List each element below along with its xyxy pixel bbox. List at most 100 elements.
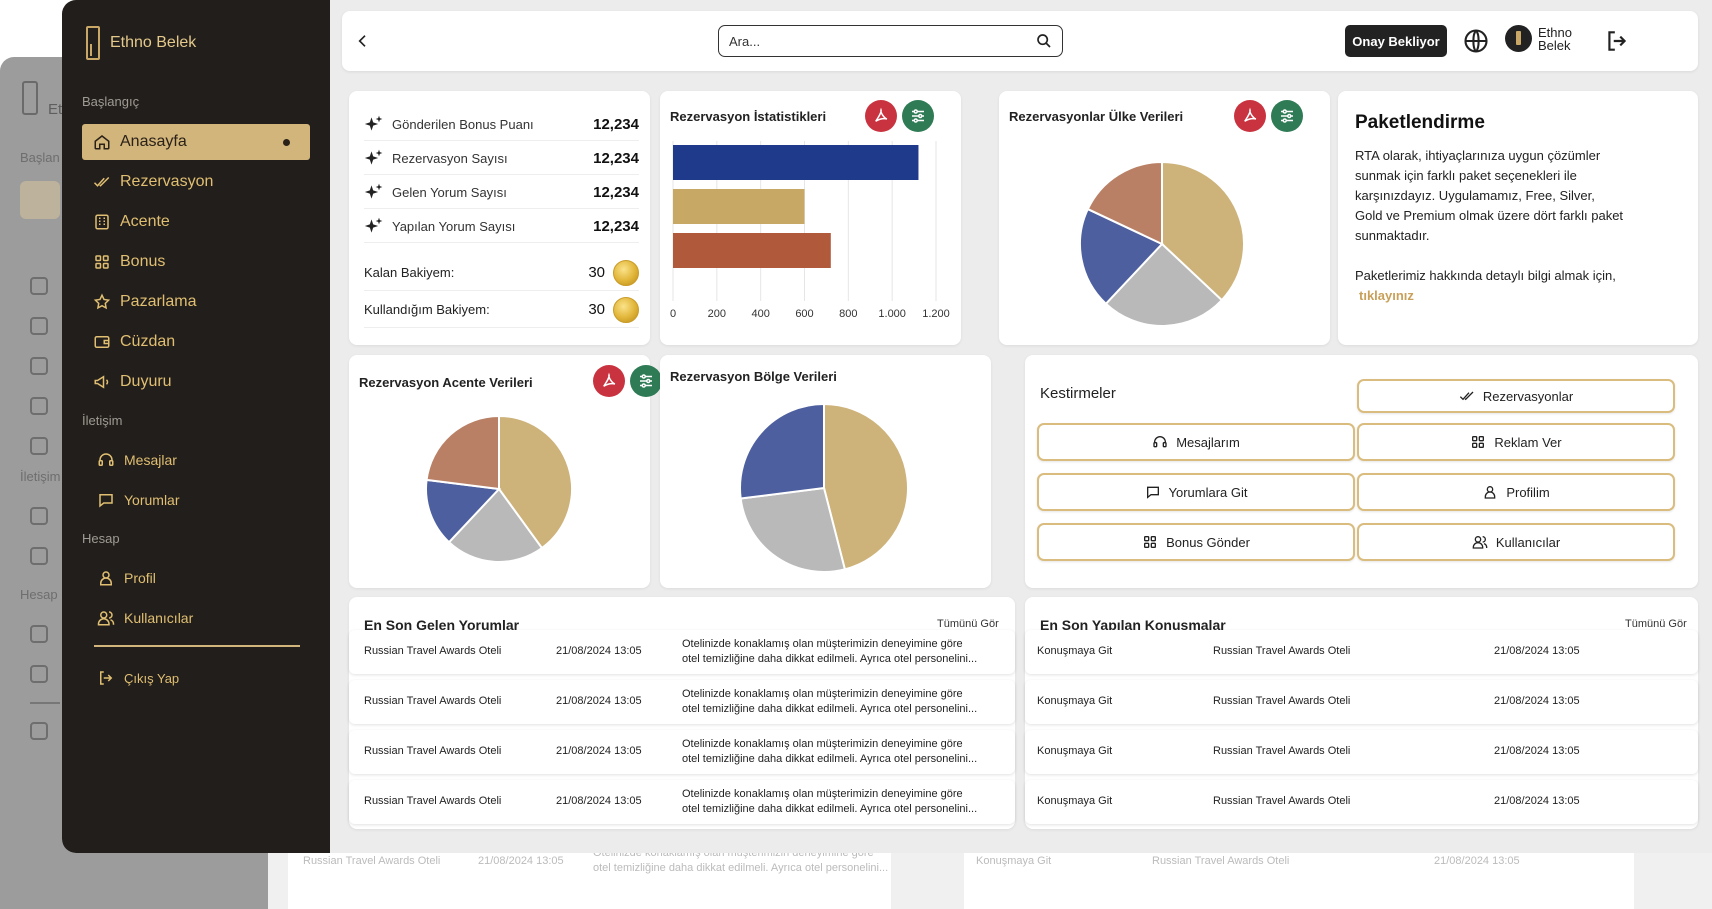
comment-row[interactable]: Russian Travel Awards Oteli 21/08/2024 1… bbox=[349, 680, 1015, 724]
go-to-conversation-link[interactable]: Konuşmaya Git bbox=[1037, 645, 1113, 657]
star-icon bbox=[92, 292, 112, 312]
x-tick-label: 200 bbox=[708, 308, 726, 320]
wallet-icon bbox=[92, 332, 112, 352]
background-active-item bbox=[20, 181, 60, 219]
logout-icon[interactable] bbox=[1604, 28, 1630, 54]
background-brand: Et bbox=[48, 101, 63, 118]
agency-data-card: Rezervasyon Acente Verileri bbox=[349, 355, 662, 588]
search-icon[interactable] bbox=[1036, 33, 1052, 49]
region-pie-chart bbox=[739, 402, 909, 573]
x-tick-label: 1.000 bbox=[878, 308, 906, 320]
section-label-contact: İletişim bbox=[82, 413, 123, 428]
user-menu[interactable]: Ethno Belek bbox=[1505, 25, 1578, 52]
conversation-row[interactable]: Konuşmaya Git Russian Travel Awards Otel… bbox=[1025, 630, 1698, 674]
home-icon bbox=[92, 132, 112, 152]
pending-approval-button[interactable]: Onay Bekliyor bbox=[1345, 25, 1447, 57]
pdf-icon bbox=[603, 372, 616, 387]
sidebar-item-label: Kullanıcılar bbox=[124, 610, 194, 626]
shortcut-yorumlara-git[interactable]: Yorumlara Git bbox=[1037, 473, 1355, 511]
sidebar-item-kullanicilar[interactable]: Kullanıcılar bbox=[82, 600, 310, 636]
sidebar-item-label: Anasayfa bbox=[120, 133, 187, 150]
headset-icon bbox=[96, 450, 116, 470]
sidebar-item-acente[interactable]: Acente bbox=[82, 204, 310, 240]
avatar bbox=[1505, 25, 1532, 52]
conversation-row[interactable]: Konuşmaya Git Russian Travel Awards Otel… bbox=[1025, 680, 1698, 724]
sidebar-item-cuzdan[interactable]: Cüzdan bbox=[82, 324, 310, 360]
x-tick-label: 800 bbox=[839, 308, 857, 320]
country-data-card: Rezervasyonlar Ülke Verileri bbox=[999, 91, 1330, 345]
back-button[interactable] bbox=[350, 28, 376, 54]
sidebar-item-rezervasyon[interactable]: Rezervasyon bbox=[82, 164, 310, 200]
sidebar-item-label: Bonus bbox=[120, 253, 166, 270]
user-name: Ethno Belek bbox=[1538, 24, 1572, 53]
pie-slice bbox=[739, 402, 825, 500]
region-data-card: Rezervasyon Bölge Verileri bbox=[660, 355, 991, 588]
chart-title: Rezervasyon Bölge Verileri bbox=[670, 369, 837, 384]
conversations-see-all-link[interactable]: Tümünü Gör bbox=[1625, 618, 1687, 630]
shortcut-kullanicilar[interactable]: Kullanıcılar bbox=[1357, 523, 1675, 561]
bar bbox=[673, 233, 831, 268]
chart-title: Rezervasyon Acente Verileri bbox=[359, 375, 533, 390]
search-input[interactable] bbox=[729, 33, 1036, 49]
comments-title: En Son Gelen Yorumlar bbox=[364, 617, 520, 633]
balance-row: Kalan Bakiyem: 30 bbox=[364, 255, 639, 291]
filter-button[interactable] bbox=[1271, 100, 1303, 132]
shortcut-profilim[interactable]: Profilim bbox=[1357, 473, 1675, 511]
logout-icon bbox=[96, 668, 116, 688]
chart-title: Rezervasyonlar Ülke Verileri bbox=[1009, 109, 1184, 124]
background-logo-icon bbox=[22, 81, 38, 115]
conversation-row[interactable]: Konuşmaya Git Russian Travel Awards Otel… bbox=[1025, 730, 1698, 774]
stat-row: Gönderilen Bonus Puanı 12,234 bbox=[364, 108, 639, 141]
shortcut-mesajlarim[interactable]: Mesajlarım bbox=[1037, 423, 1355, 461]
sidebar-item-pazarlama[interactable]: Pazarlama bbox=[82, 284, 310, 320]
sidebar-item-anasayfa[interactable]: Anasayfa bbox=[82, 124, 310, 160]
background-section-contact: İletişim bbox=[20, 469, 61, 484]
brand[interactable]: Ethno Belek bbox=[86, 26, 196, 60]
stat-row: Yapılan Yorum Sayısı 12,234 bbox=[364, 210, 639, 243]
pie-slice bbox=[1161, 160, 1245, 302]
shortcut-bonus-gonder[interactable]: Bonus Gönder bbox=[1037, 523, 1355, 561]
go-to-conversation-link[interactable]: Konuşmaya Git bbox=[1037, 745, 1113, 757]
coin-icon bbox=[613, 259, 639, 286]
shortcut-rezervasyonlar[interactable]: Rezervasyonlar bbox=[1357, 379, 1675, 413]
conversation-row[interactable]: Konuşmaya Git Russian Travel Awards Otel… bbox=[1025, 780, 1698, 824]
go-to-conversation-link[interactable]: Konuşmaya Git bbox=[1037, 795, 1113, 807]
balance-value: 30 bbox=[588, 264, 605, 281]
comment-row[interactable]: Russian Travel Awards Oteli 21/08/2024 1… bbox=[349, 630, 1015, 674]
filter-button[interactable] bbox=[902, 100, 934, 132]
sidebar-item-profil[interactable]: Profil bbox=[82, 560, 310, 596]
sidebar-item-mesajlar[interactable]: Mesajlar bbox=[82, 442, 310, 478]
shortcut-reklam-ver[interactable]: Reklam Ver bbox=[1357, 423, 1675, 461]
background-conversation-row: Konuşmaya Git Russian Travel Awards Otel… bbox=[964, 842, 1634, 909]
sidebar-item-bonus[interactable]: Bonus bbox=[82, 244, 310, 280]
background-nav-icon bbox=[30, 437, 48, 455]
pdf-export-button[interactable] bbox=[1234, 100, 1266, 132]
background-section-start: Başlan bbox=[20, 150, 60, 165]
filter-button[interactable] bbox=[630, 365, 662, 397]
sidebar-item-duyuru[interactable]: Duyuru bbox=[82, 364, 310, 400]
comment-row[interactable]: Russian Travel Awards Oteli 21/08/2024 1… bbox=[349, 780, 1015, 824]
go-to-conversation-link[interactable]: Konuşmaya Git bbox=[1037, 695, 1113, 707]
globe-icon[interactable] bbox=[1462, 27, 1490, 55]
pdf-export-button[interactable] bbox=[593, 365, 625, 397]
balance-label: Kalan Bakiyem: bbox=[364, 265, 455, 280]
pdf-icon bbox=[875, 107, 888, 122]
background-nav-icon bbox=[30, 722, 48, 740]
pie-slice bbox=[1079, 207, 1164, 306]
logout-button[interactable]: Çıkış Yap bbox=[82, 660, 310, 696]
sidebar-item-yorumlar[interactable]: Yorumlar bbox=[82, 482, 310, 518]
package-link[interactable]: tıklayınız bbox=[1359, 288, 1414, 303]
package-info: Paketlerimiz hakkında detaylı bilgi alma… bbox=[1355, 266, 1630, 306]
grid-icon bbox=[92, 252, 112, 272]
package-card: Paketlendirme RTA olarak, ihtiyaçlarınız… bbox=[1338, 91, 1698, 345]
background-nav-icon bbox=[30, 317, 48, 335]
comments-see-all-link[interactable]: Tümünü Gör bbox=[937, 618, 999, 630]
sliders-icon bbox=[640, 374, 652, 388]
stat-value: 12,234 bbox=[593, 183, 639, 201]
comment-row[interactable]: Russian Travel Awards Oteli 21/08/2024 1… bbox=[349, 730, 1015, 774]
background-section-account: Hesap bbox=[20, 587, 58, 602]
background-nav-icon bbox=[30, 357, 48, 375]
pdf-export-button[interactable] bbox=[865, 100, 897, 132]
background-divider bbox=[30, 702, 60, 704]
background-nav-icon bbox=[30, 547, 48, 565]
